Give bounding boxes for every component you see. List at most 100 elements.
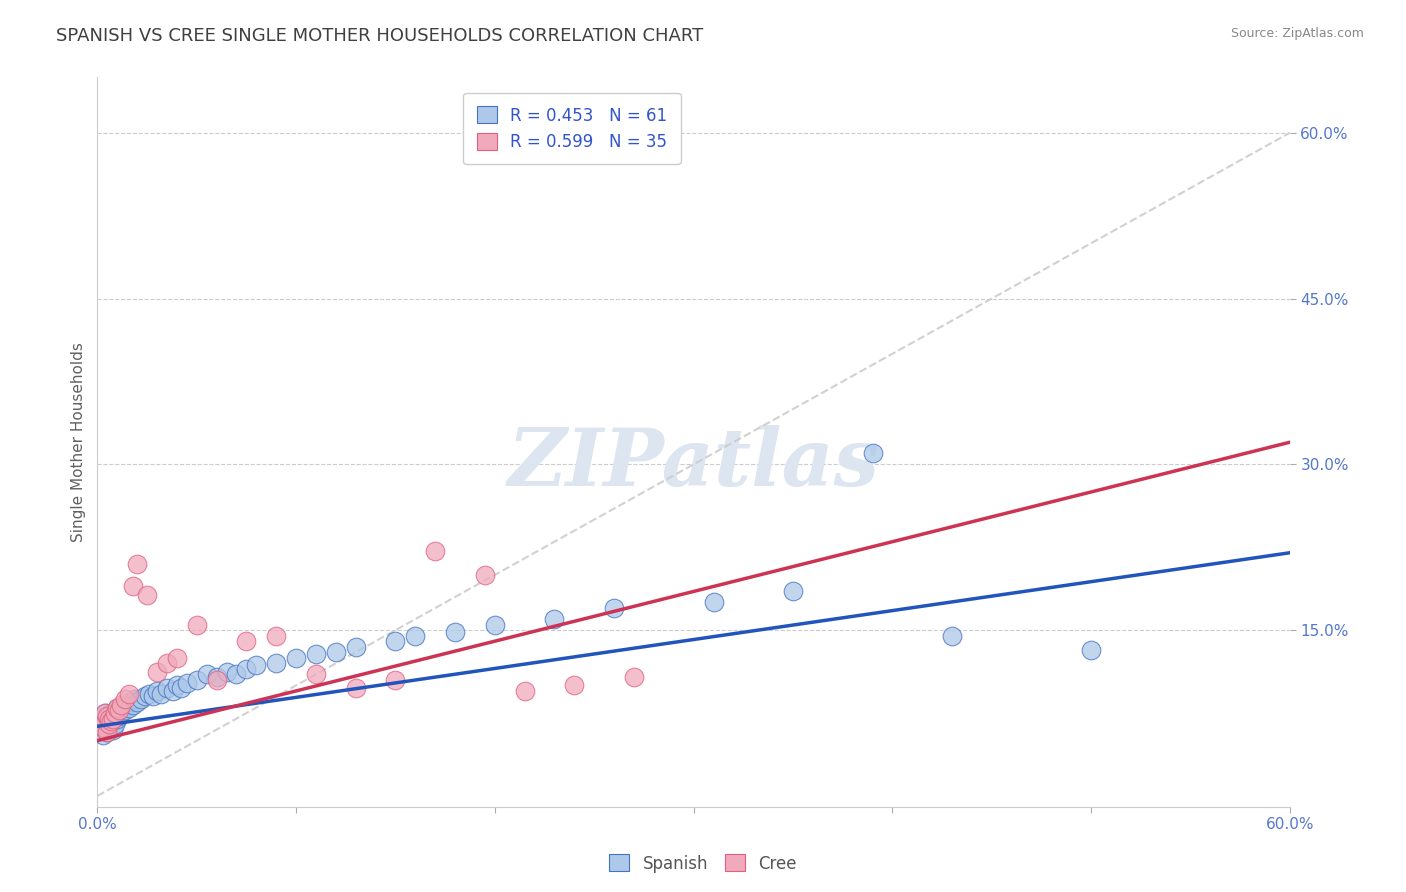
Point [425, 543, 447, 558]
Point [105, 700, 128, 714]
Point [96, 724, 118, 739]
Point [543, 612, 565, 626]
Point [941, 629, 963, 643]
Point [384, 673, 406, 687]
Point [285, 650, 308, 665]
Point [146, 665, 169, 680]
Point [94, 706, 117, 720]
Point [146, 684, 169, 698]
Point [195, 667, 218, 681]
Point [100, 714, 122, 728]
Point [112, 700, 135, 714]
Point [118, 687, 141, 701]
Point [122, 698, 145, 713]
Point [138, 687, 160, 701]
Text: SPANISH VS CREE SINGLE MOTHER HOUSEHOLDS CORRELATION CHART: SPANISH VS CREE SINGLE MOTHER HOUSEHOLDS… [56, 27, 703, 45]
Point [305, 667, 328, 681]
Point [782, 584, 804, 599]
Legend: Spanish, Cree: Spanish, Cree [603, 847, 803, 880]
Point [205, 669, 228, 683]
Point [264, 629, 287, 643]
Point [156, 657, 179, 671]
Point [384, 634, 406, 648]
Point [702, 595, 724, 609]
Point [91, 720, 114, 734]
Point [90, 717, 112, 731]
Point [225, 667, 247, 681]
Point [245, 658, 267, 673]
Point [176, 676, 198, 690]
Point [513, 684, 536, 698]
Point [118, 700, 141, 714]
Point [104, 717, 127, 731]
Point [91, 728, 114, 742]
Point [215, 665, 238, 680]
Point [89, 723, 111, 737]
Point [305, 648, 328, 662]
Point [90, 717, 112, 731]
Point [235, 634, 257, 648]
Point [264, 657, 287, 671]
Text: Source: ZipAtlas.com: Source: ZipAtlas.com [1230, 27, 1364, 40]
Point [444, 625, 467, 640]
Point [89, 723, 111, 737]
Point [404, 629, 426, 643]
Point [484, 617, 506, 632]
Point [142, 690, 165, 704]
Point [1080, 643, 1102, 657]
Point [325, 645, 347, 659]
Point [100, 717, 122, 731]
Point [108, 703, 131, 717]
Point [103, 712, 125, 726]
Point [115, 698, 138, 713]
Point [166, 678, 188, 692]
Point [129, 691, 152, 706]
Point [235, 662, 257, 676]
Point [170, 681, 193, 695]
Point [96, 709, 118, 723]
Point [105, 712, 128, 726]
Point [91, 712, 114, 726]
Point [564, 678, 586, 692]
Point [98, 720, 121, 734]
Point [110, 706, 132, 720]
Point [156, 681, 179, 695]
Point [114, 703, 136, 717]
Point [186, 673, 208, 687]
Point [110, 698, 132, 713]
Point [122, 579, 145, 593]
Point [344, 681, 367, 695]
Text: ZIPatlas: ZIPatlas [508, 425, 880, 503]
Point [162, 684, 184, 698]
Point [623, 669, 645, 683]
Point [108, 709, 131, 723]
Point [127, 695, 149, 709]
Point [149, 687, 172, 701]
Point [474, 567, 496, 582]
Legend: R = 0.453   N = 61, R = 0.599   N = 35: R = 0.453 N = 61, R = 0.599 N = 35 [464, 93, 681, 164]
Point [124, 691, 146, 706]
Point [103, 712, 125, 726]
Point [186, 617, 208, 632]
Point [114, 691, 136, 706]
Point [205, 673, 228, 687]
Point [98, 717, 121, 731]
Point [136, 588, 159, 602]
Point [120, 695, 142, 709]
Point [98, 709, 121, 723]
Point [603, 601, 626, 615]
Point [96, 714, 118, 728]
Point [94, 723, 117, 737]
Point [105, 700, 128, 714]
Point [98, 712, 121, 726]
Point [94, 706, 117, 720]
Point [344, 640, 367, 654]
Point [134, 690, 156, 704]
Point [94, 714, 117, 728]
Point [862, 446, 884, 460]
Point [166, 650, 188, 665]
Y-axis label: Single Mother Households: Single Mother Households [72, 343, 86, 542]
Point [104, 706, 127, 720]
Point [100, 706, 122, 720]
Point [103, 723, 125, 737]
